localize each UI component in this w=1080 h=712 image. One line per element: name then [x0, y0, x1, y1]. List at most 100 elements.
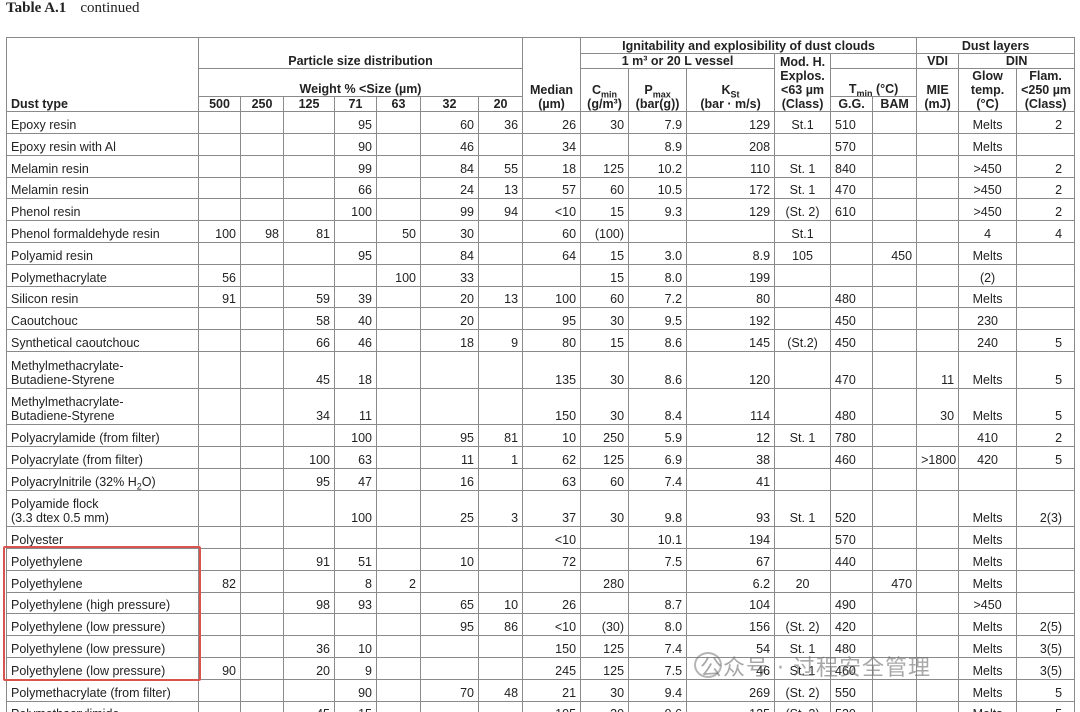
cell: 150: [522, 387, 582, 426]
cell: 8.7: [628, 591, 688, 615]
cell: [916, 547, 960, 571]
cell: 7.5: [628, 547, 688, 571]
cell: 9: [477, 329, 524, 352]
subscript: 2: [136, 481, 142, 491]
cell: 2: [1016, 111, 1076, 134]
cell: 45: [283, 700, 335, 712]
cell-line: Flam.: [1029, 69, 1062, 84]
dust-type: Polymethacrylate: [6, 263, 199, 287]
cell: Melts: [958, 678, 1018, 702]
cell: 9.3: [628, 198, 688, 222]
cell: 450: [830, 329, 874, 352]
cell: [198, 678, 241, 702]
cell-line: Median: [530, 83, 574, 98]
cell: 46: [420, 132, 479, 156]
cell: [198, 424, 241, 447]
cell: 100: [334, 489, 377, 528]
cell: 95: [420, 613, 479, 637]
cell: Melts: [958, 613, 1018, 637]
cell-line: (µm): [538, 97, 565, 112]
cell: 20: [420, 307, 479, 331]
cell: 135: [522, 350, 582, 389]
cell-line: Pmax: [633, 83, 682, 100]
table-caption: Table A.1 continued: [6, 0, 139, 17]
table-subtitle: continued: [80, 0, 140, 16]
cell: 70: [420, 678, 479, 702]
cell: [420, 700, 479, 712]
dust-type: Melamin resin: [6, 154, 199, 178]
cell: [283, 613, 335, 637]
cell: [686, 220, 776, 243]
cell: [872, 198, 918, 222]
cell: <10: [522, 198, 582, 222]
cell: [916, 424, 960, 447]
data-row: Polyamid resin 95 84 64 15 3.0 8.9 105 450 Melts: [6, 241, 1076, 265]
header-cell: Weight % <Size (µm): [197, 68, 524, 97]
cell: 65: [420, 591, 479, 615]
data-row: Epoxy resin with Al 90 46 34 8.9 208 570 Melts: [6, 132, 1076, 156]
cell: 30: [580, 678, 630, 702]
cell: [580, 526, 630, 549]
cell-line: Cmin: [585, 83, 624, 99]
cell: 125: [580, 445, 630, 469]
cell: [240, 329, 284, 352]
header-cell: DIN: [958, 52, 1076, 70]
cell: 46: [334, 329, 377, 352]
cell: [916, 154, 960, 178]
cell: [376, 198, 421, 222]
cell: 34: [522, 132, 582, 156]
cell: [376, 424, 421, 447]
cell: 98: [240, 220, 284, 243]
cell: 95: [522, 307, 582, 331]
cell: [1016, 132, 1076, 156]
cell-line: (Class): [1024, 97, 1067, 112]
data-row: Polyacrylamide (from filter) 100 95 81 10 250…: [6, 424, 1076, 447]
cell: 840: [830, 154, 874, 178]
cell: [774, 591, 832, 615]
subscript: St: [730, 89, 740, 100]
cell: 21: [522, 678, 582, 702]
cell: 570: [830, 526, 874, 549]
cell: 51: [334, 547, 377, 571]
cell: [240, 656, 284, 680]
cell: [916, 285, 960, 309]
cell: 37: [522, 489, 582, 528]
cell: 66: [334, 176, 377, 200]
cell: 15: [580, 263, 630, 287]
cell-line: <250 µm: [1021, 83, 1072, 98]
cell: 410: [958, 424, 1018, 447]
cell: [283, 176, 335, 200]
cell: [830, 569, 874, 593]
cell: 60: [420, 111, 479, 134]
data-row: Caoutchouc 58 40 20 95 30 9.5 192 450 230: [6, 307, 1076, 331]
cell: 5: [1016, 350, 1076, 389]
cell: [958, 467, 1018, 491]
cell-line: Glow: [972, 69, 1003, 84]
cell: 280: [580, 569, 630, 593]
cell: [198, 154, 241, 178]
cell: [774, 285, 832, 309]
header-cell: 20: [477, 95, 524, 113]
cell-line: KSt: [691, 83, 770, 100]
cell: [774, 467, 832, 491]
cell: [376, 132, 421, 156]
dust-type: Polyacrylamide (from filter): [6, 424, 199, 447]
subscript: max: [652, 89, 671, 100]
data-row: Polymethacrylimide 4515 105309.6125(St. 2)…: [6, 700, 1076, 712]
cell: 9.4: [628, 678, 688, 702]
header-row: Weight % <Size (µm) Cmin (g/m³) Pmax (bar(g)…: [7, 68, 1075, 113]
header-cell: Median (µm): [522, 36, 582, 113]
data-row: Phenol formaldehyde resin 100 98 81 50 30 60 (1…: [6, 220, 1076, 243]
header-row: 1 m³ or 20 L vessel Mod. H. Explos. <63 µm(…: [7, 52, 1076, 113]
cell: 10.2: [628, 154, 688, 178]
cell: [872, 424, 918, 447]
header-cell: Glow temp. (°C): [958, 68, 1018, 113]
cell: 16: [420, 467, 479, 491]
cell: [376, 176, 421, 200]
cell: >1800: [916, 445, 960, 469]
cell: [580, 547, 630, 571]
cell: [334, 526, 377, 549]
cell: [240, 307, 284, 331]
data-row: Methylmethacrylate- Butadiene-Styrene 45 18…: [6, 350, 1076, 389]
text: (°C): [872, 81, 899, 96]
